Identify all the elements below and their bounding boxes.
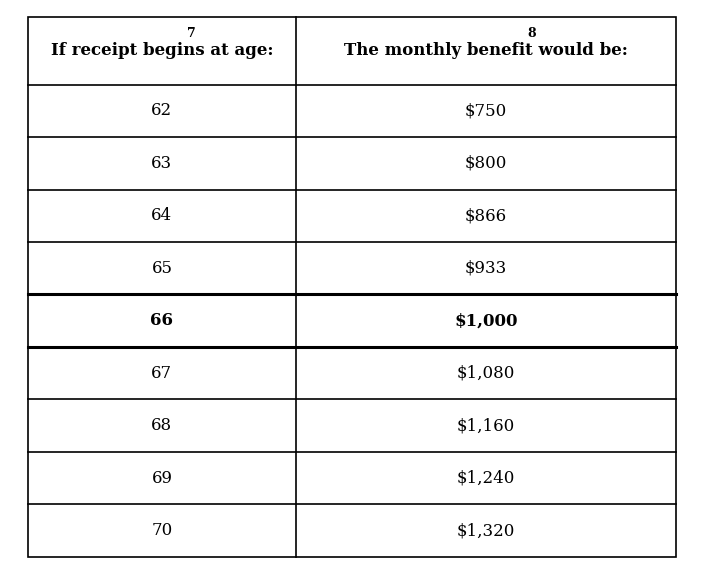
Text: 66: 66 — [151, 312, 173, 329]
Text: $866: $866 — [465, 207, 507, 224]
Text: 68: 68 — [151, 417, 172, 434]
Text: 67: 67 — [151, 364, 172, 382]
Text: 63: 63 — [151, 155, 172, 172]
Text: $1,000: $1,000 — [454, 312, 517, 329]
Text: $1,240: $1,240 — [457, 470, 515, 487]
Text: $1,160: $1,160 — [457, 417, 515, 434]
Text: The monthly benefit would be:: The monthly benefit would be: — [344, 42, 628, 60]
Text: 7: 7 — [187, 27, 196, 40]
Text: $1,320: $1,320 — [457, 522, 515, 539]
Text: 64: 64 — [151, 207, 172, 224]
Text: 8: 8 — [527, 27, 536, 40]
Text: $800: $800 — [465, 155, 507, 172]
Text: $1,080: $1,080 — [457, 364, 515, 382]
Text: 69: 69 — [151, 470, 172, 487]
Text: 65: 65 — [151, 260, 172, 277]
Text: If receipt begins at age:: If receipt begins at age: — [51, 42, 273, 60]
Text: $933: $933 — [465, 260, 507, 277]
Text: 62: 62 — [151, 102, 172, 119]
Text: 70: 70 — [151, 522, 172, 539]
Text: $750: $750 — [465, 102, 507, 119]
